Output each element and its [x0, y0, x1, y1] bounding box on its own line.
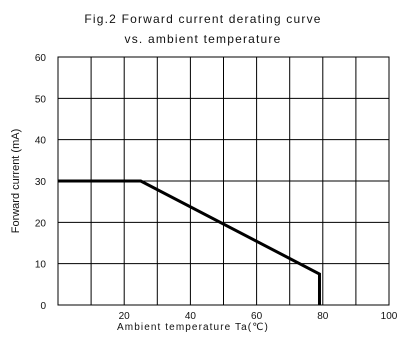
x-axis-label: Ambient temperature Ta(℃) — [117, 322, 269, 333]
y-tick-label: 60 — [35, 53, 47, 64]
x-tick-label: 100 — [381, 311, 398, 322]
y-tick-label: 10 — [35, 260, 47, 271]
y-tick-label: 40 — [35, 136, 47, 147]
chart-grid — [58, 57, 389, 305]
chart-title-line-2: vs. ambient temperature — [124, 32, 282, 46]
x-tick-label: 40 — [185, 311, 197, 322]
chart-title-line-1: Fig.2 Forward current derating curve — [84, 12, 322, 26]
y-axis-label: Forward current (mA) — [10, 128, 22, 234]
series-layer — [58, 179, 321, 305]
y-tick-label: 30 — [35, 177, 47, 188]
derating-curve-line — [58, 179, 321, 305]
y-tick-label: 50 — [35, 94, 47, 105]
x-tick-label: 20 — [119, 311, 131, 322]
y-tick-labels: 0 10 20 30 40 50 60 — [35, 53, 47, 312]
x-tick-label: 60 — [251, 311, 263, 322]
y-tick-label: 0 — [40, 301, 46, 312]
x-tick-label: 80 — [317, 311, 329, 322]
x-tick-labels: 20 40 60 80 100 — [119, 311, 398, 322]
y-tick-label: 20 — [35, 218, 47, 229]
